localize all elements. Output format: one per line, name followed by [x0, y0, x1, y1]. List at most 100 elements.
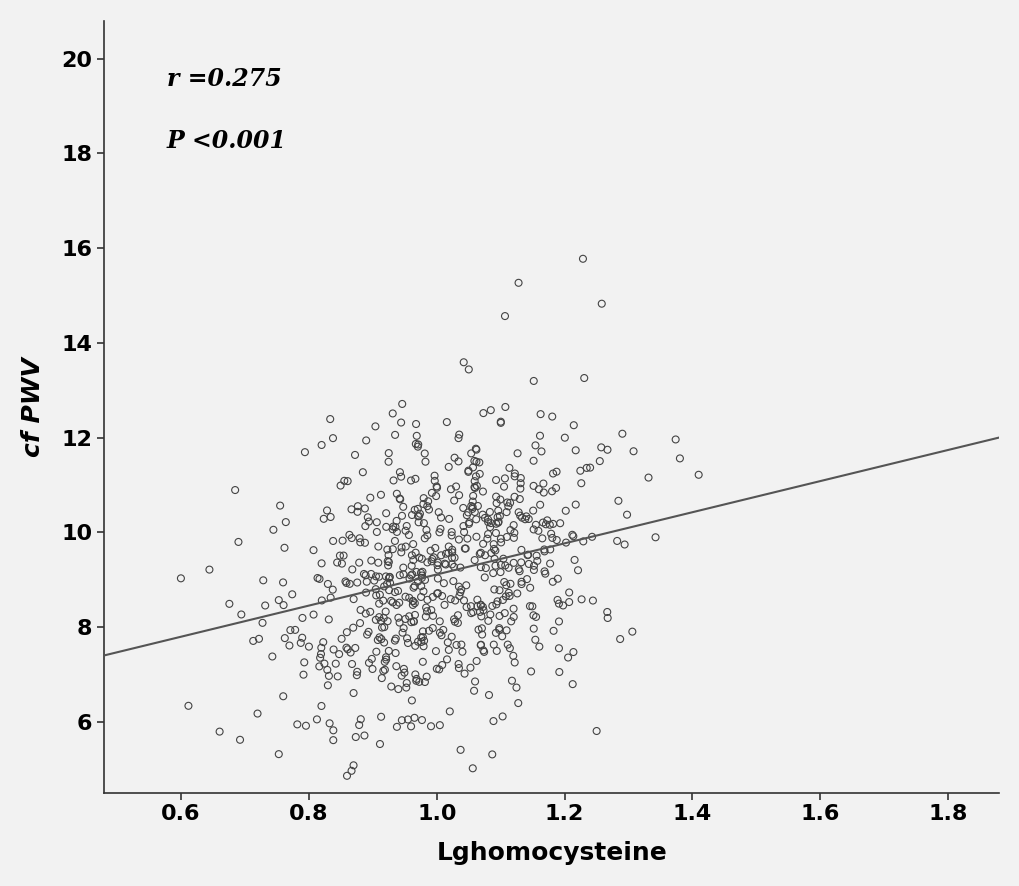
Point — [556, 431, 573, 445]
Point — [485, 542, 501, 556]
Text: P <0.001: P <0.001 — [167, 128, 286, 153]
Point — [518, 509, 534, 524]
Point — [429, 571, 445, 586]
Point — [522, 580, 538, 595]
Point — [443, 528, 460, 542]
Point — [567, 498, 583, 512]
Point — [397, 524, 414, 538]
Point — [525, 454, 541, 468]
Point — [432, 522, 448, 536]
Point — [415, 491, 431, 505]
Point — [388, 525, 405, 539]
Point — [352, 535, 368, 549]
Point — [469, 599, 485, 613]
Point — [420, 494, 436, 509]
Point — [348, 575, 365, 589]
Point — [483, 546, 499, 560]
Point — [465, 461, 481, 475]
Point — [380, 571, 396, 586]
Point — [466, 454, 482, 468]
Point — [297, 445, 313, 459]
Point — [440, 546, 457, 560]
Point — [490, 515, 506, 529]
Point — [406, 614, 422, 628]
Point — [471, 547, 487, 561]
Point — [417, 610, 433, 624]
Point — [480, 515, 496, 529]
Point — [608, 534, 625, 548]
Point — [357, 568, 373, 582]
Point — [369, 633, 385, 647]
Point — [407, 502, 423, 517]
Point — [470, 623, 486, 637]
Point — [320, 669, 336, 683]
Point — [357, 519, 373, 533]
Point — [376, 655, 392, 669]
Point — [485, 638, 501, 652]
Point — [387, 646, 404, 660]
Point — [449, 608, 466, 622]
Point — [505, 610, 522, 624]
Point — [625, 444, 641, 458]
Point — [371, 570, 387, 584]
Point — [497, 579, 514, 593]
Point — [325, 723, 341, 737]
Point — [455, 525, 472, 539]
Point — [543, 531, 559, 545]
Point — [343, 764, 360, 778]
Point — [359, 575, 375, 589]
Point — [313, 647, 329, 661]
Point — [513, 543, 529, 557]
Point — [305, 608, 321, 622]
Point — [419, 593, 435, 607]
Point — [333, 556, 350, 571]
Point — [424, 621, 440, 635]
Point — [338, 769, 355, 783]
Point — [408, 673, 424, 688]
Point — [309, 712, 325, 727]
Point — [430, 505, 446, 519]
Point — [481, 505, 497, 519]
Point — [388, 598, 405, 612]
Point — [375, 610, 391, 625]
Point — [346, 641, 363, 655]
Point — [450, 455, 467, 469]
Point — [548, 533, 565, 548]
Point — [313, 556, 329, 571]
Point — [251, 632, 267, 646]
Point — [363, 567, 379, 581]
Point — [407, 667, 423, 681]
Point — [298, 719, 314, 733]
Point — [480, 614, 496, 628]
Point — [415, 497, 431, 511]
Point — [472, 546, 488, 560]
Point — [311, 659, 327, 673]
Point — [386, 585, 403, 599]
Point — [379, 542, 395, 556]
Point — [410, 509, 426, 524]
Point — [431, 663, 447, 677]
Point — [376, 635, 392, 649]
Point — [454, 501, 471, 515]
Point — [461, 362, 477, 377]
Point — [342, 645, 359, 659]
Point — [624, 625, 640, 639]
Point — [541, 517, 557, 532]
Point — [294, 610, 311, 625]
Point — [466, 553, 482, 567]
Point — [423, 555, 439, 569]
Point — [381, 570, 397, 584]
Point — [413, 566, 429, 580]
Point — [336, 474, 353, 488]
Point — [431, 718, 447, 732]
Point — [544, 517, 560, 531]
Point — [403, 719, 419, 734]
Point — [424, 590, 440, 604]
Point — [414, 713, 430, 727]
Point — [320, 612, 336, 626]
Point — [382, 594, 398, 608]
Point — [413, 579, 429, 594]
Point — [452, 582, 469, 596]
Point — [227, 483, 244, 497]
Point — [489, 503, 505, 517]
